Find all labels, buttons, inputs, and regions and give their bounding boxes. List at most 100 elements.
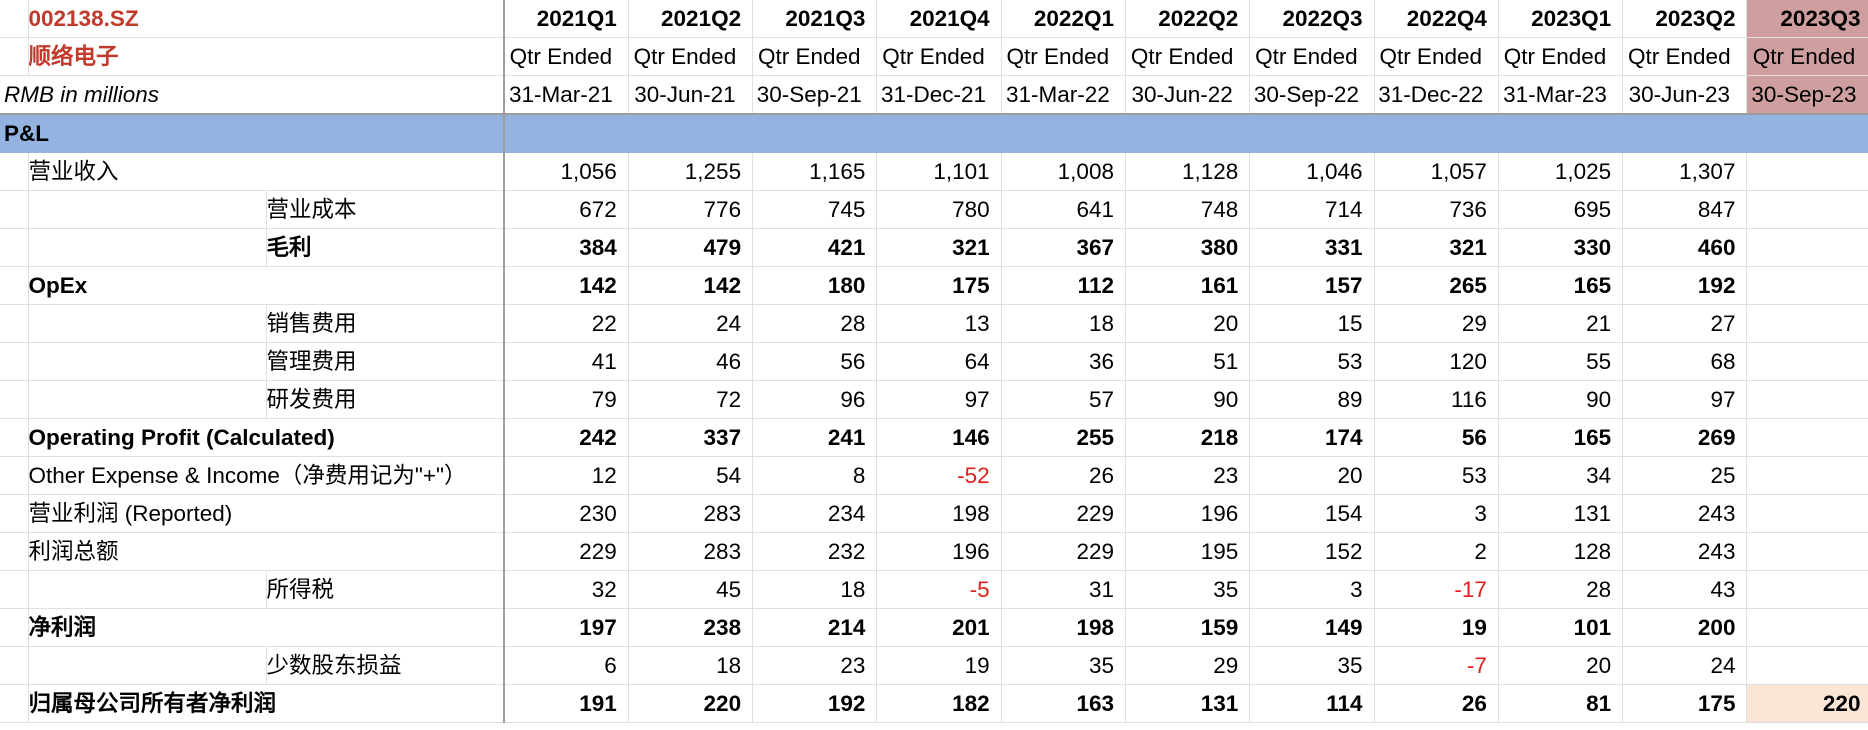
value-cell[interactable]: 714: [1249, 190, 1375, 229]
cell[interactable]: [0, 684, 29, 723]
value-cell[interactable]: 146: [876, 418, 1002, 457]
value-cell[interactable]: 19: [876, 646, 1002, 685]
value-cell[interactable]: 32: [504, 570, 629, 609]
value-cell[interactable]: 321: [1374, 228, 1499, 267]
period-label-cell[interactable]: Qtr Ended: [1498, 37, 1624, 76]
value-cell[interactable]: 24: [1622, 646, 1748, 685]
value-cell[interactable]: 243: [1622, 532, 1748, 571]
value-cell[interactable]: 101: [1498, 608, 1624, 647]
value-cell[interactable]: 112: [1001, 266, 1126, 305]
value-cell[interactable]: 25: [1622, 456, 1748, 495]
value-cell[interactable]: 24: [628, 304, 754, 343]
value-cell[interactable]: 165: [1498, 418, 1624, 457]
value-cell[interactable]: 243: [1622, 494, 1748, 533]
value-cell[interactable]: 232: [752, 532, 878, 571]
section-fill-cell[interactable]: [1125, 114, 1251, 153]
value-cell[interactable]: 29: [1125, 646, 1251, 685]
row-label[interactable]: 营业成本: [266, 190, 505, 229]
value-cell[interactable]: [1746, 532, 1868, 571]
quarter-header[interactable]: 2023Q1: [1498, 0, 1624, 38]
period-label-cell[interactable]: Qtr Ended: [876, 37, 1002, 76]
quarter-header[interactable]: 2021Q4: [876, 0, 1002, 38]
cell[interactable]: [0, 380, 29, 419]
period-label-cell[interactable]: Qtr Ended: [1622, 37, 1748, 76]
row-label[interactable]: 毛利: [266, 228, 505, 267]
value-cell[interactable]: 1,165: [752, 152, 878, 191]
value-cell[interactable]: 79: [504, 380, 629, 419]
value-cell[interactable]: 28: [1498, 570, 1624, 609]
value-cell[interactable]: 200: [1622, 608, 1748, 647]
section-fill-cell[interactable]: [1001, 114, 1126, 153]
quarter-header[interactable]: 2022Q3: [1249, 0, 1375, 38]
cell[interactable]: [28, 228, 267, 267]
value-cell[interactable]: 120: [1374, 342, 1499, 381]
value-cell[interactable]: [1746, 418, 1868, 457]
cell[interactable]: [28, 190, 267, 229]
value-cell[interactable]: [1746, 646, 1868, 685]
value-cell[interactable]: 12: [504, 456, 629, 495]
value-cell[interactable]: 672: [504, 190, 629, 229]
date-cell[interactable]: 30-Jun-22: [1125, 75, 1251, 115]
value-cell[interactable]: 321: [876, 228, 1002, 267]
value-cell[interactable]: [1746, 342, 1868, 381]
quarter-header[interactable]: 2021Q2: [628, 0, 754, 38]
value-cell[interactable]: 23: [1125, 456, 1251, 495]
date-cell[interactable]: 30-Jun-21: [628, 75, 754, 115]
value-cell[interactable]: 18: [1001, 304, 1126, 343]
value-cell[interactable]: 8: [752, 456, 878, 495]
value-cell[interactable]: 114: [1249, 684, 1375, 723]
value-cell[interactable]: 229: [504, 532, 629, 571]
value-cell[interactable]: 780: [876, 190, 1002, 229]
cell[interactable]: [0, 532, 29, 571]
value-cell[interactable]: 229: [1001, 494, 1126, 533]
period-label-cell[interactable]: Qtr Ended: [504, 37, 629, 76]
value-cell[interactable]: 196: [1125, 494, 1251, 533]
value-cell[interactable]: 230: [504, 494, 629, 533]
value-cell[interactable]: 255: [1001, 418, 1126, 457]
quarter-header[interactable]: 2022Q4: [1374, 0, 1499, 38]
value-cell[interactable]: 198: [876, 494, 1002, 533]
value-cell[interactable]: 197: [504, 608, 629, 647]
section-fill-cell[interactable]: [1622, 114, 1748, 153]
value-cell[interactable]: 28: [752, 304, 878, 343]
date-cell[interactable]: 31-Mar-21: [504, 75, 629, 115]
cell[interactable]: [28, 380, 267, 419]
value-cell[interactable]: 53: [1374, 456, 1499, 495]
quarter-header[interactable]: 2022Q1: [1001, 0, 1126, 38]
value-cell[interactable]: 175: [1622, 684, 1748, 723]
cell[interactable]: [0, 342, 29, 381]
row-label[interactable]: 销售费用: [266, 304, 505, 343]
period-label-cell[interactable]: Qtr Ended: [1374, 37, 1499, 76]
value-cell[interactable]: 241: [752, 418, 878, 457]
value-cell[interactable]: 776: [628, 190, 754, 229]
unit-cell[interactable]: RMB in millions: [0, 75, 505, 115]
row-label[interactable]: 研发费用: [266, 380, 505, 419]
value-cell[interactable]: 1,046: [1249, 152, 1375, 191]
value-cell[interactable]: 18: [628, 646, 754, 685]
value-cell[interactable]: 220: [628, 684, 754, 723]
quarter-header[interactable]: 2023Q3: [1746, 0, 1868, 38]
value-cell[interactable]: 367: [1001, 228, 1126, 267]
value-cell[interactable]: 54: [628, 456, 754, 495]
value-cell[interactable]: 142: [628, 266, 754, 305]
value-cell[interactable]: 1,101: [876, 152, 1002, 191]
cell[interactable]: [0, 37, 29, 76]
cell[interactable]: [0, 152, 29, 191]
value-cell[interactable]: [1746, 608, 1868, 647]
value-cell[interactable]: 51: [1125, 342, 1251, 381]
value-cell[interactable]: 1,057: [1374, 152, 1499, 191]
company-name-cell[interactable]: 顺络电子: [28, 37, 505, 76]
value-cell[interactable]: 2: [1374, 532, 1499, 571]
cell[interactable]: [28, 570, 267, 609]
value-cell[interactable]: -7: [1374, 646, 1499, 685]
value-cell[interactable]: 6: [504, 646, 629, 685]
value-cell[interactable]: 152: [1249, 532, 1375, 571]
cell[interactable]: [0, 0, 29, 38]
row-label[interactable]: 少数股东损益: [266, 646, 505, 685]
value-cell[interactable]: 3: [1249, 570, 1375, 609]
value-cell[interactable]: 21: [1498, 304, 1624, 343]
value-cell[interactable]: 3: [1374, 494, 1499, 533]
value-cell[interactable]: 31: [1001, 570, 1126, 609]
value-cell[interactable]: 283: [628, 532, 754, 571]
value-cell[interactable]: 128: [1498, 532, 1624, 571]
